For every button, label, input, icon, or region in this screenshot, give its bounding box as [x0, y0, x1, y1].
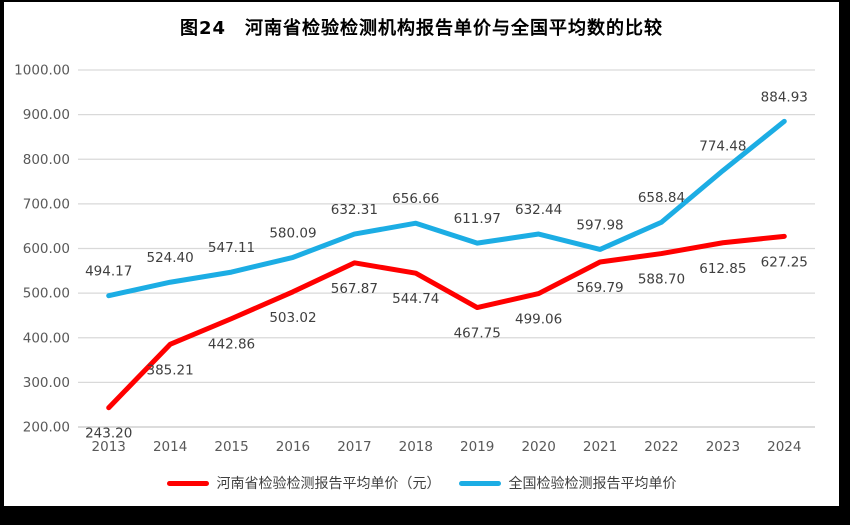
legend-item-henan: 河南省检验检测报告平均单价（元）: [166, 473, 441, 493]
y-axis-tick-label: 400.00: [23, 330, 70, 346]
y-axis-tick-label: 200.00: [23, 420, 70, 436]
y-axis-tick-label: 700.00: [23, 196, 70, 212]
data-label: 597.98: [576, 217, 623, 233]
data-label: 632.44: [515, 202, 562, 218]
x-axis-tick-label: 2016: [276, 439, 310, 455]
legend-label-national: 全国检验检测报告平均单价: [508, 476, 677, 492]
data-label: 632.31: [331, 202, 378, 218]
y-axis-tick-label: 600.00: [23, 241, 70, 257]
data-label: 385.21: [147, 362, 194, 378]
data-label: 567.87: [331, 281, 378, 297]
legend-swatch-red-line: [166, 480, 209, 486]
legend: 河南省检验检测报告平均单价（元） 全国检验检测报告平均单价: [4, 473, 839, 493]
data-label: 494.17: [85, 264, 132, 280]
legend-swatch-blue-line: [458, 480, 501, 486]
x-axis-tick-label: 2017: [337, 439, 371, 455]
x-axis-tick-label: 2021: [583, 439, 617, 455]
data-label: 658.84: [638, 190, 685, 206]
data-label: 656.66: [392, 191, 439, 207]
x-axis-tick-label: 2014: [153, 439, 187, 455]
national-series-line: [106, 118, 787, 299]
y-axis-tick-label: 300.00: [23, 375, 70, 391]
data-label: 611.97: [454, 211, 501, 227]
x-axis-tick-label: 2020: [521, 439, 555, 455]
data-label: 588.70: [638, 272, 685, 288]
data-label: 612.85: [699, 261, 746, 277]
line-chart-plot-area: 1000.00 900.00 800.00 700.00 600.00 500.00 400…: [14, 63, 815, 455]
y-axis-tick-label: 1000.00: [14, 63, 70, 79]
henan-series-line: [106, 233, 787, 411]
x-axis-tick-label: 2015: [214, 439, 248, 455]
chart-title: 图24 河南省检验检测机构报告单价与全国平均数的比较: [179, 18, 664, 39]
data-label: 503.02: [269, 310, 316, 326]
data-label: 627.25: [761, 254, 808, 270]
y-axis-tick-label: 800.00: [23, 152, 70, 168]
data-label: 544.74: [392, 291, 439, 307]
x-axis-tick-label: 2024: [767, 439, 801, 455]
data-label: 569.79: [576, 280, 623, 296]
data-label: 524.40: [147, 250, 194, 266]
data-label: 442.86: [208, 337, 255, 353]
legend-item-national: 全国检验检测报告平均单价: [458, 473, 677, 493]
data-label: 499.06: [515, 312, 562, 328]
x-axis-tick-label: 2023: [706, 439, 740, 455]
x-axis-tick-label: 2013: [92, 439, 126, 455]
data-label: 243.20: [85, 426, 132, 442]
x-axis-tick-label: 2018: [399, 439, 433, 455]
legend-label-henan: 河南省检验检测报告平均单价（元）: [216, 476, 441, 492]
data-label: 774.48: [699, 139, 746, 155]
data-label: 547.11: [208, 240, 255, 256]
y-axis-tick-label: 900.00: [23, 107, 70, 123]
x-axis-tick-label: 2019: [460, 439, 494, 455]
data-label: 467.75: [454, 326, 501, 342]
data-label: 580.09: [269, 225, 316, 241]
x-axis-tick-label: 2022: [644, 439, 678, 455]
data-label: 884.93: [761, 89, 808, 105]
y-axis-tick-label: 500.00: [23, 286, 70, 302]
